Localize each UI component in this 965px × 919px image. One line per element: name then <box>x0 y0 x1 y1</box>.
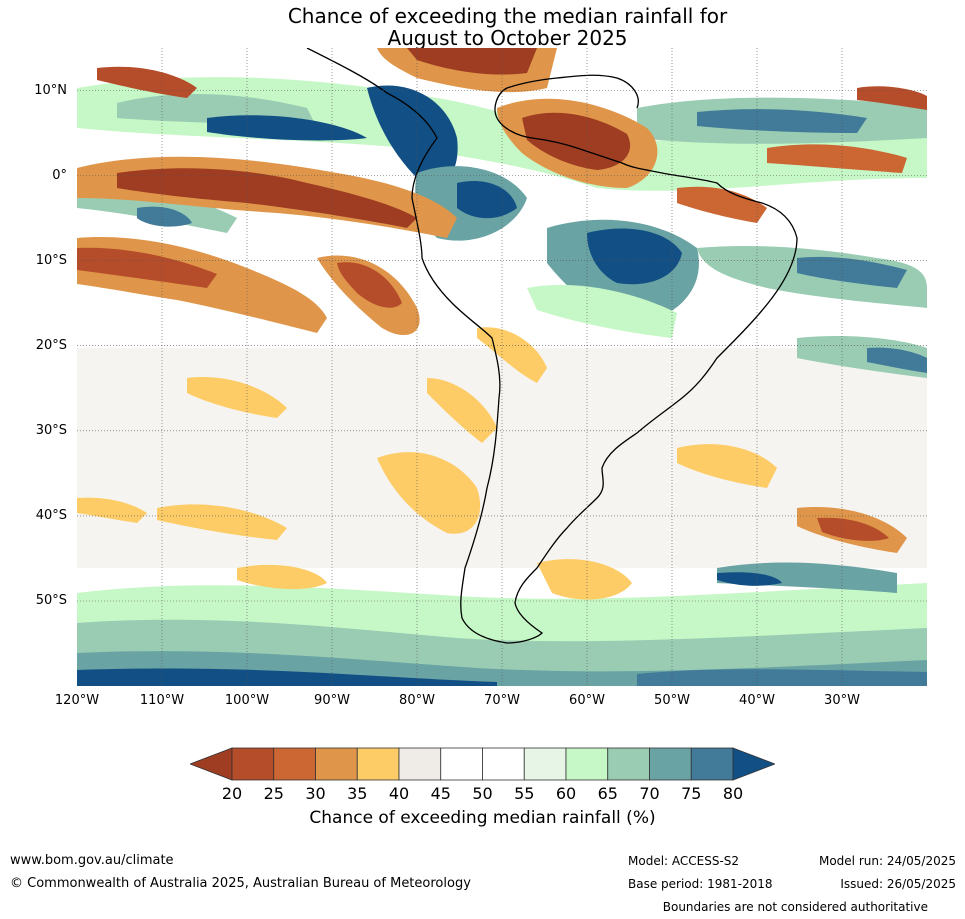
colorbar-tick-label: 45 <box>430 784 451 803</box>
longitude-label: 80°W <box>399 693 435 708</box>
colorbar-segment <box>482 747 525 781</box>
longitude-label: 60°W <box>569 693 605 708</box>
colorbar-segment <box>356 747 400 781</box>
colorbar-segment <box>690 747 734 781</box>
rainfall-field <box>77 48 927 686</box>
colorbar <box>190 747 775 781</box>
model-text: Model: ACCESS-S2 <box>628 854 740 868</box>
latitude-label: 50°S <box>35 592 67 608</box>
latitude-label: 20°S <box>35 337 67 353</box>
colorbar-high-extension <box>732 747 775 781</box>
colorbar-tick-label: 50 <box>472 784 493 803</box>
graticule <box>77 48 927 686</box>
latitude-label: 30°S <box>35 422 67 438</box>
longitude-label: 100°W <box>224 693 270 708</box>
colorbar-tick-label: 60 <box>555 784 577 803</box>
boundaries-disclaimer: Boundaries are not considered authoritat… <box>662 900 928 914</box>
colorbar-tick-label: 55 <box>514 784 535 803</box>
colorbar-segment <box>273 747 316 781</box>
colorbar-low-extension <box>190 747 233 781</box>
colorbar-tick-label: 65 <box>597 784 618 803</box>
colorbar-segment <box>231 747 275 781</box>
colorbar-segment <box>607 747 650 781</box>
copyright-text: © Commonwealth of Australia 2025, Austra… <box>10 876 471 891</box>
colorbar-segment <box>398 747 442 781</box>
colorbar-segment <box>315 747 358 781</box>
longitude-label: 110°W <box>139 693 185 708</box>
base-period-text: Base period: 1981-2018 <box>628 877 773 891</box>
longitude-label: 90°W <box>314 693 350 708</box>
map-title-line-2: August to October 2025 <box>387 26 628 50</box>
latitude-label: 10°S <box>35 252 67 268</box>
longitude-label: 50°W <box>654 693 690 708</box>
colorbar-tick-label: 70 <box>639 784 660 803</box>
colorbar-segment <box>523 747 567 781</box>
colorbar-segment <box>565 747 609 781</box>
issued-text: Issued: 26/05/2025 <box>840 877 956 891</box>
latitude-label: 40°S <box>35 507 67 523</box>
coastlines <box>306 48 798 644</box>
longitude-label: 70°W <box>484 693 520 708</box>
colorbar-segment <box>649 747 692 781</box>
colorbar-tick-label: 25 <box>263 784 284 803</box>
colorbar-label: Chance of exceeding median rainfall (%) <box>309 808 656 828</box>
rainfall-map <box>77 48 927 686</box>
website-link[interactable]: www.bom.gov.au/climate <box>10 853 174 868</box>
colorbar-tick-label: 30 <box>305 784 326 803</box>
longitude-label: 30°W <box>824 693 860 708</box>
colorbar-tick-label: 75 <box>681 784 702 803</box>
map-title-line-1: Chance of exceeding the median rainfall … <box>287 4 728 28</box>
colorbar-tick-label: 35 <box>347 784 368 803</box>
colorbar-tick-label: 20 <box>221 784 243 803</box>
latitude-label: 0° <box>52 167 67 183</box>
model-run-text: Model run: 24/05/2025 <box>818 854 956 868</box>
longitude-label: 40°W <box>739 693 775 708</box>
colorbar-segment <box>440 747 483 781</box>
colorbar-tick-label: 40 <box>388 784 410 803</box>
longitude-label: 120°W <box>54 693 100 708</box>
latitude-label: 10°N <box>34 82 67 98</box>
colorbar-tick-label: 80 <box>722 784 744 803</box>
